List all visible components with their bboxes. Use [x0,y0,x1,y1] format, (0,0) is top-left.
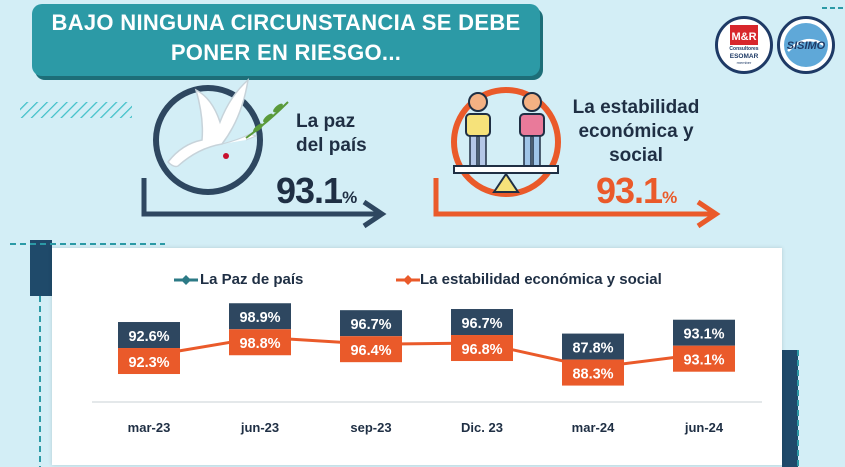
data-label-text-estabilidad: 96.8% [461,342,502,358]
estabilidad-arrow-line [433,178,712,217]
data-marker-paz [118,322,180,349]
data-marker-estabilidad [340,336,402,363]
data-label-text-paz: 98.9% [239,310,280,326]
data-label-estabilidad: 92.3% [118,348,180,375]
data-marker-estabilidad [562,359,624,386]
data-label-paz: 93.1% [673,319,735,346]
estabilidad-value-number: 93.1 [596,170,663,211]
estabilidad-label-line-2: económica y [578,121,694,142]
data-label-paz: 96.7% [451,309,513,336]
paz-label-line-1: La paz [296,111,356,132]
data-label-paz: 96.7% [340,310,402,337]
legend-marker-estabilidad [396,275,420,285]
estabilidad-value: 93.1% [596,170,677,212]
paz-arrow-head [362,199,387,229]
esomar-member-text: member [737,60,752,65]
estabilidad-label-line-3: social [609,145,663,166]
estabilidad-label: La estabilidad económica y social [568,96,704,168]
data-label-estabilidad: 88.3% [562,359,624,386]
frame-block-left [30,240,52,296]
x-tick-label: Dic. 23 [461,420,503,435]
data-label-estabilidad: 93.1% [673,345,735,372]
x-tick-label: jun-24 [684,420,724,435]
data-label-text-paz: 93.1% [683,327,724,343]
data-label-text-estabilidad: 88.3% [572,367,613,383]
data-label-text-estabilidad: 96.4% [350,343,391,359]
paz-arrow-line [141,178,378,217]
estabilidad-value-unit: % [662,188,678,207]
legend-label-paz: La Paz de país [200,271,304,288]
x-tick-label: mar-24 [572,420,615,435]
data-label-estabilidad: 96.8% [451,335,513,362]
paz-stat-graphic [141,78,387,229]
data-marker-paz [562,333,624,360]
estabilidad-arrow-head [696,199,721,229]
esomar-text: ESOMAR [730,53,759,60]
chart-frame-decoration [10,240,799,467]
data-label-text-paz: 96.7% [350,317,391,333]
data-label-estabilidad: 96.4% [340,336,402,363]
balance-people-icon [453,92,559,193]
x-tick-label: sep-23 [350,420,391,435]
data-label-estabilidad: 98.8% [229,329,291,356]
sisimo-logo-text: SISIMO [787,40,826,52]
page-title: BAJO NINGUNA CIRCUNSTANCIA SE DEBE PONER… [32,8,540,72]
legend-label-estabilidad: La estabilidad económica y social [420,271,662,288]
data-marker-estabilidad [673,345,735,372]
sisimo-logo: SISIMO [777,16,835,74]
title-line-2: PONER EN RIESGO... [170,40,402,65]
x-tick-layer: mar-23 jun-23 sep-23 Dic. 23 mar-24 jun-24 [128,420,724,435]
data-label-text-estabilidad: 93.1% [683,353,724,369]
paz-label: La paz del país [296,110,367,158]
title-banner [32,4,540,76]
data-label-layer: 92.6% 92.3% 98.9% 98.8% 96.7% 96.4% 96.7% 96.8%… [118,303,735,386]
mr-logo-mark: M&R Consultores ESOMAR member [729,25,759,65]
stripe-decoration [20,102,132,118]
paz-value: 93.1% [276,170,357,212]
data-label-text-paz: 87.8% [572,341,613,357]
data-marker-paz [229,303,291,330]
estabilidad-label-line-1: La estabilidad [572,97,700,118]
data-marker-paz [673,319,735,346]
estabilidad-stat-graphic [433,87,721,229]
data-label-text-paz: 92.6% [128,329,169,345]
data-label-text-estabilidad: 92.3% [128,355,169,371]
header-background [20,7,845,118]
x-tick-label: jun-23 [240,420,279,435]
legend-marker-paz [174,275,198,285]
data-label-paz: 98.9% [229,303,291,330]
paz-ring [153,85,263,195]
data-marker-paz [451,309,513,336]
paz-value-unit: % [342,188,358,207]
mr-logo-text: M&R [731,31,756,43]
frame-block-right [782,350,798,467]
data-marker-estabilidad [451,335,513,362]
mr-consultores-logo: M&R Consultores ESOMAR member [715,16,773,74]
paz-label-line-2: del país [296,135,367,156]
paz-value-number: 93.1 [276,170,343,211]
data-marker-paz [340,310,402,337]
dove-icon [167,78,289,168]
data-label-paz: 92.6% [118,322,180,349]
data-label-paz: 87.8% [562,333,624,360]
sisimo-logo-mark: SISIMO [784,23,828,67]
estabilidad-ring [451,87,561,197]
title-line-1: BAJO NINGUNA CIRCUNSTANCIA SE DEBE [51,10,521,35]
mr-logo-subtext: Consultores [729,46,758,52]
data-marker-estabilidad [229,329,291,356]
data-label-text-estabilidad: 98.8% [239,336,280,352]
line-chart: 92.6% 92.3% 98.9% 98.8% 96.7% 96.4% 96.7% 96.8%… [92,303,762,435]
data-marker-estabilidad [118,348,180,375]
data-label-text-paz: 96.7% [461,316,502,332]
x-tick-label: mar-23 [128,420,171,435]
